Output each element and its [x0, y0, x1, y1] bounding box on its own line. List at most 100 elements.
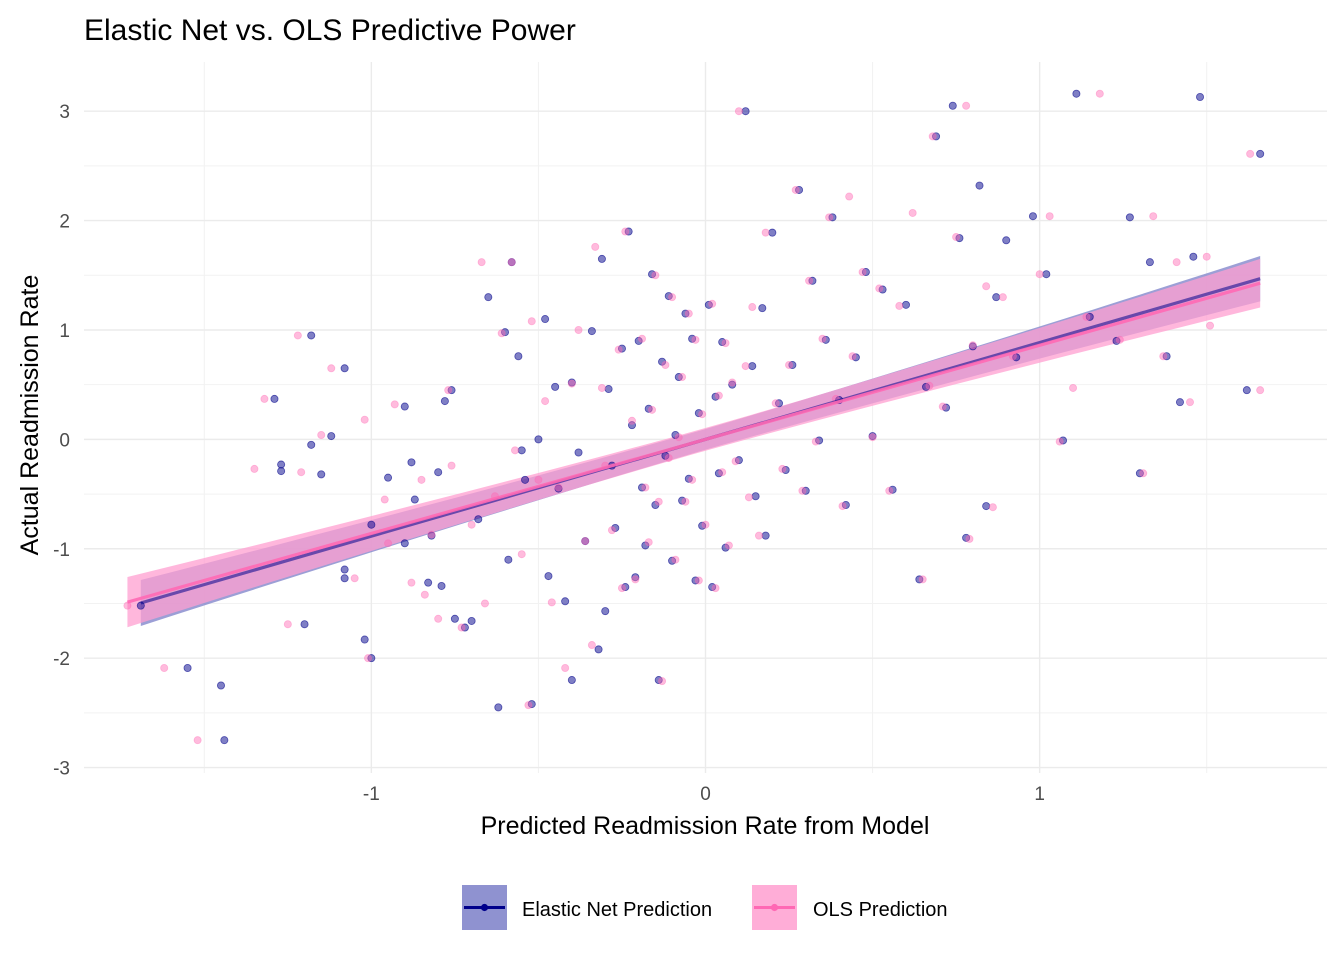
data-point-elastic-net	[681, 309, 690, 318]
data-point-ols	[988, 503, 997, 512]
data-point-elastic-net	[601, 607, 610, 616]
data-point-ols	[1256, 386, 1265, 395]
data-point-elastic-net	[955, 234, 964, 243]
data-point-ols	[998, 293, 1007, 302]
data-point-ols	[534, 475, 543, 484]
data-point-elastic-net	[551, 382, 560, 391]
data-point-elastic-net	[658, 357, 667, 366]
data-point-ols	[364, 654, 373, 663]
data-point-elastic-net	[758, 304, 767, 313]
data-point-elastic-net	[407, 458, 416, 467]
data-point-ols	[597, 383, 606, 392]
data-point-ols	[925, 381, 934, 390]
data-point-ols	[1045, 212, 1054, 221]
data-point-ols	[1202, 252, 1211, 261]
data-point-ols	[511, 446, 520, 455]
data-point-ols	[748, 303, 757, 312]
data-point-elastic-net	[1085, 312, 1094, 321]
data-point-elastic-net	[484, 293, 493, 302]
data-point-ols	[661, 360, 670, 369]
data-point-elastic-net	[611, 523, 620, 532]
data-point-ols	[1172, 258, 1181, 267]
data-point-ols	[734, 107, 743, 116]
data-point-elastic-net	[340, 364, 349, 373]
data-point-ols	[627, 416, 636, 425]
data-point-elastic-net	[641, 541, 650, 550]
data-point-elastic-net	[868, 432, 877, 441]
data-point-elastic-net	[544, 572, 553, 581]
data-point-elastic-net	[367, 654, 376, 663]
chart-title: Elastic Net vs. OLS Predictive Power	[84, 14, 576, 47]
data-point-ols	[581, 537, 590, 546]
x-axis-title: Predicted Readmission Rate from Model	[481, 812, 930, 840]
data-point-elastic-net	[340, 565, 349, 574]
data-point-elastic-net	[861, 268, 870, 277]
data-point-elastic-net	[384, 473, 393, 482]
data-point-ols	[497, 329, 506, 338]
data-point-elastic-net	[821, 335, 830, 344]
data-point-ols	[574, 325, 583, 334]
data-point-ols	[631, 575, 640, 584]
data-point-ols	[982, 282, 991, 291]
data-point-ols	[785, 360, 794, 369]
data-point-ols	[1149, 212, 1158, 221]
data-point-ols	[297, 468, 306, 477]
data-point-elastic-net	[400, 402, 409, 411]
data-point-ols	[587, 641, 596, 650]
data-point-ols	[1082, 312, 1091, 321]
data-point-elastic-net	[674, 373, 683, 382]
data-point-ols	[467, 520, 476, 529]
data-point-elastic-net	[307, 331, 316, 340]
data-point-elastic-net	[932, 132, 941, 141]
data-point-ols	[407, 578, 416, 587]
data-point-elastic-net	[340, 574, 349, 583]
data-point-ols	[527, 317, 536, 326]
data-point-ols	[698, 410, 707, 419]
data-point-ols	[885, 486, 894, 495]
data-point-elastic-net	[768, 228, 777, 237]
data-point-ols	[480, 599, 489, 608]
data-point-elastic-net	[948, 101, 957, 110]
data-point-ols	[444, 386, 453, 395]
data-point-ols	[507, 258, 516, 267]
data-point-elastic-net	[698, 521, 707, 530]
data-point-ols	[420, 590, 429, 599]
data-point-elastic-net	[277, 460, 286, 469]
data-point-ols	[968, 341, 977, 350]
data-point-ols	[1246, 149, 1255, 158]
data-point-elastic-net	[517, 446, 526, 455]
data-point-ols	[798, 486, 807, 495]
data-point-elastic-net	[400, 539, 409, 548]
data-point-elastic-net	[437, 581, 446, 590]
data-point-ols	[744, 493, 753, 502]
data-point-ols	[805, 276, 814, 285]
data-point-elastic-net	[594, 645, 603, 654]
data-point-elastic-net	[1125, 213, 1134, 222]
data-point-elastic-net	[307, 440, 316, 449]
data-point-ols	[721, 339, 730, 348]
data-point-ols	[1159, 352, 1168, 361]
data-point-elastic-net	[878, 285, 887, 294]
data-point-elastic-net	[1196, 93, 1205, 102]
legend-key-point	[770, 903, 779, 912]
x-tick-label: -1	[363, 784, 380, 805]
data-point-ols	[638, 334, 647, 343]
data-point-elastic-net	[1256, 149, 1265, 158]
data-point-ols	[838, 502, 847, 511]
data-point-ols	[754, 531, 763, 540]
data-point-ols	[1139, 469, 1148, 478]
data-point-ols	[845, 192, 854, 201]
data-point-elastic-net	[507, 258, 516, 267]
data-point-elastic-net	[694, 409, 703, 418]
data-point-ols	[434, 614, 443, 623]
data-point-elastic-net	[567, 676, 576, 685]
data-point-elastic-net	[467, 616, 476, 625]
data-point-ols	[617, 584, 626, 593]
data-point-ols	[641, 483, 650, 492]
data-point-elastic-net	[1175, 398, 1184, 407]
data-point-ols	[928, 132, 937, 141]
data-point-ols	[895, 301, 904, 310]
y-tick-label: 0	[59, 430, 70, 451]
data-point-ols	[778, 464, 787, 473]
data-point-elastic-net	[634, 336, 643, 345]
